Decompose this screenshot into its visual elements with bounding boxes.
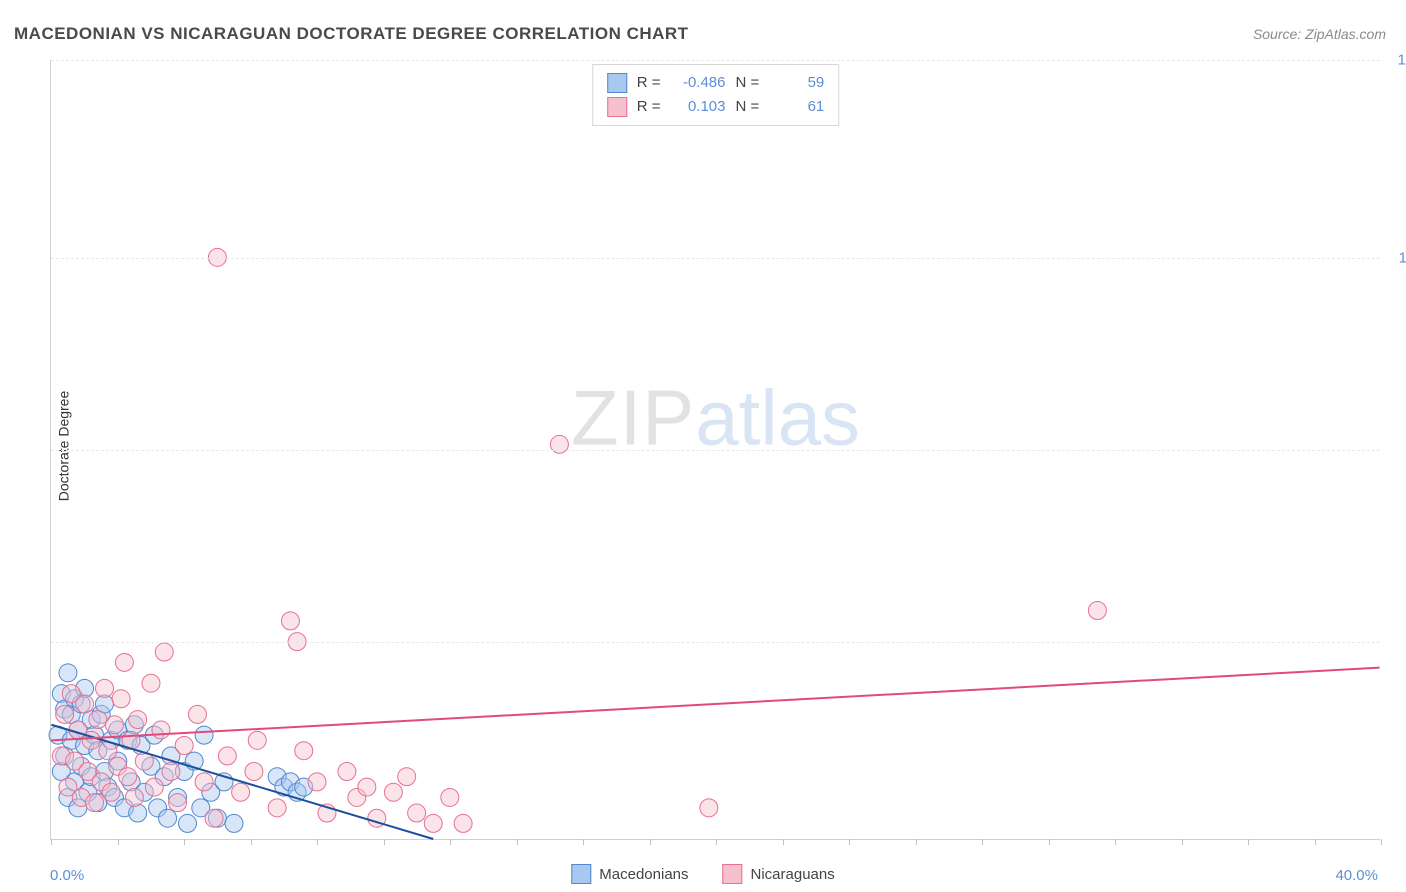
data-point [424, 814, 442, 832]
chart-title: MACEDONIAN VS NICARAGUAN DOCTORATE DEGRE… [14, 24, 689, 44]
legend-label-nicaraguans: Nicaraguans [751, 866, 835, 883]
data-point [308, 773, 326, 791]
y-tick-label: 15.0% [1385, 52, 1406, 69]
series-legend: Macedonians Nicaraguans [571, 864, 834, 884]
data-point [195, 773, 213, 791]
x-axis-max-label: 40.0% [1335, 867, 1378, 884]
swatch-macedonians-icon [571, 864, 591, 884]
x-axis-min-label: 0.0% [50, 867, 84, 884]
data-point [95, 679, 113, 697]
data-point [155, 643, 173, 661]
y-tick-label: 7.5% [1385, 442, 1406, 459]
x-tick [849, 839, 850, 845]
data-point [441, 788, 459, 806]
swatch-nicaraguans-icon [723, 864, 743, 884]
data-point [384, 783, 402, 801]
x-tick [916, 839, 917, 845]
x-tick [650, 839, 651, 845]
x-tick [1315, 839, 1316, 845]
data-point [125, 788, 143, 806]
data-point [1088, 602, 1106, 620]
x-tick [251, 839, 252, 845]
data-point [129, 804, 147, 822]
x-tick [583, 839, 584, 845]
data-point [225, 814, 243, 832]
data-point [281, 612, 299, 630]
data-point [89, 711, 107, 729]
legend-item-macedonians: Macedonians [571, 864, 688, 884]
data-point [102, 783, 120, 801]
data-point [145, 778, 163, 796]
x-tick [450, 839, 451, 845]
gridline [51, 642, 1380, 643]
data-point [408, 804, 426, 822]
data-point [175, 737, 193, 755]
x-tick [1381, 839, 1382, 845]
x-tick [51, 839, 52, 845]
legend-label-macedonians: Macedonians [599, 866, 688, 883]
data-point [248, 731, 266, 749]
gridline [51, 258, 1380, 259]
data-point [115, 653, 133, 671]
x-tick [716, 839, 717, 845]
source-attribution: Source: ZipAtlas.com [1253, 26, 1386, 42]
source-label: Source: [1253, 26, 1301, 42]
x-tick [1049, 839, 1050, 845]
x-tick [982, 839, 983, 845]
data-point [86, 794, 104, 812]
data-point [162, 762, 180, 780]
data-point [152, 721, 170, 739]
x-tick [384, 839, 385, 845]
data-point [179, 814, 197, 832]
data-point [245, 762, 263, 780]
data-point [142, 674, 160, 692]
y-tick-label: 11.2% [1385, 249, 1406, 266]
data-point [119, 768, 137, 786]
x-tick [1248, 839, 1249, 845]
x-tick [184, 839, 185, 845]
x-tick [783, 839, 784, 845]
data-point [195, 726, 213, 744]
data-point [295, 742, 313, 760]
y-tick-label: 3.8% [1385, 634, 1406, 651]
x-tick [317, 839, 318, 845]
data-point [398, 768, 416, 786]
data-point [112, 690, 130, 708]
data-point [129, 711, 147, 729]
gridline [51, 450, 1380, 451]
data-point [59, 664, 77, 682]
data-point [169, 794, 187, 812]
x-tick [517, 839, 518, 845]
data-point [358, 778, 376, 796]
data-point [56, 705, 74, 723]
gridline [51, 60, 1380, 61]
data-point [700, 799, 718, 817]
data-point [338, 762, 356, 780]
data-point [268, 799, 286, 817]
x-tick [1182, 839, 1183, 845]
data-point [159, 809, 177, 827]
data-point [205, 809, 223, 827]
x-tick [118, 839, 119, 845]
data-point [232, 783, 250, 801]
plot-area: ZIPatlas R = -0.486 N = 59 R = 0.103 N =… [50, 60, 1380, 840]
x-tick [1115, 839, 1116, 845]
data-point [454, 814, 472, 832]
data-point [76, 695, 94, 713]
data-point [188, 705, 206, 723]
source-name: ZipAtlas.com [1305, 26, 1386, 42]
legend-item-nicaraguans: Nicaraguans [723, 864, 835, 884]
trend-line [51, 668, 1379, 741]
data-point [105, 716, 123, 734]
data-point [218, 747, 236, 765]
